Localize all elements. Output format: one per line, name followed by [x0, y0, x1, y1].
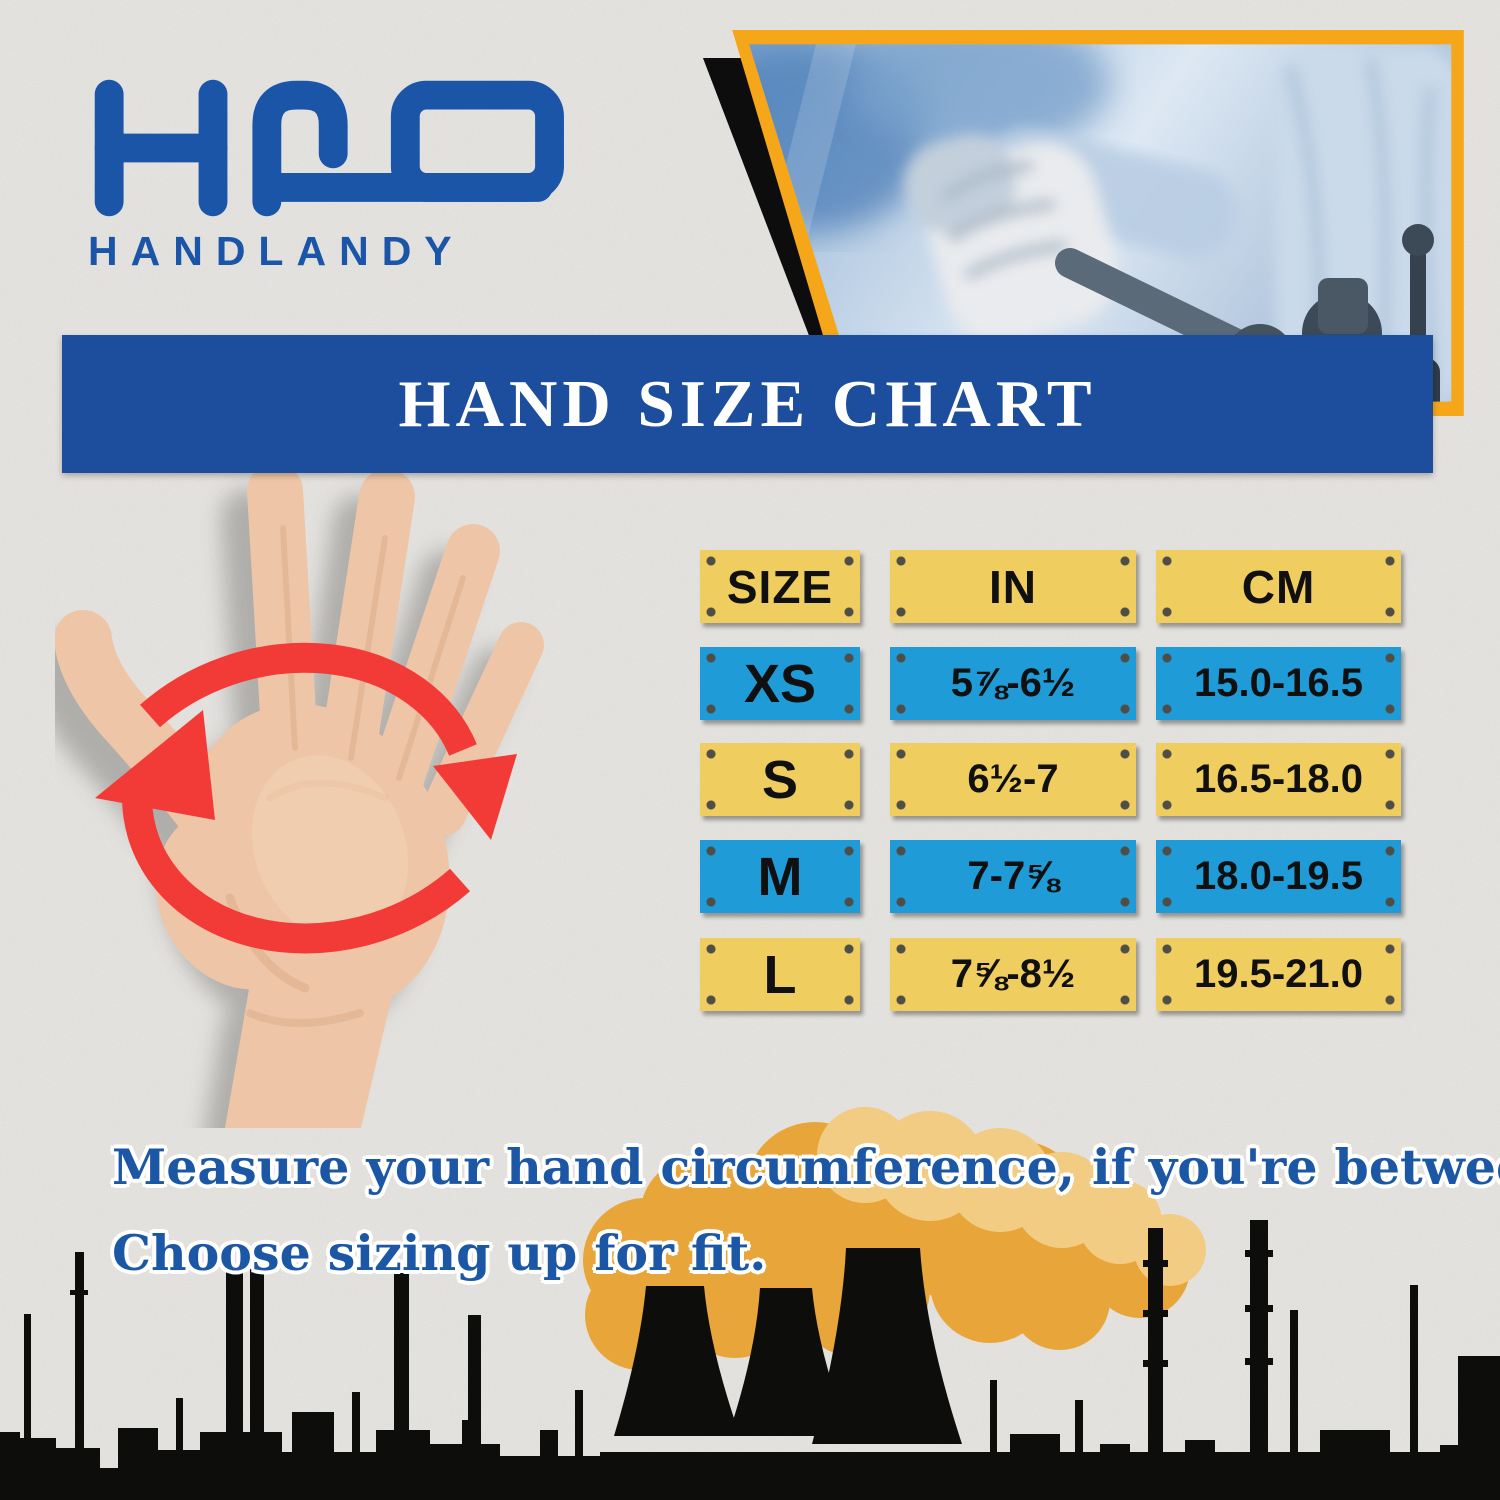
- brand-logo: HANDLANDY: [88, 78, 588, 275]
- table-row-m-cm: 18.0-19.5: [1156, 840, 1401, 913]
- size-table-header-in: IN: [890, 550, 1136, 623]
- table-row-l-in: 7⅝-8½: [890, 938, 1136, 1011]
- table-row-l-size: L: [700, 938, 860, 1011]
- hld-monogram-icon: [94, 79, 564, 217]
- table-row-xs-cm: 15.0-16.5: [1156, 647, 1401, 720]
- table-row-s-size: S: [700, 743, 860, 816]
- note-line-2: Choose sizing up for fit.: [112, 1224, 767, 1282]
- size-table-header-size: SIZE: [700, 550, 860, 623]
- size-table-header-cm: CM: [1156, 550, 1401, 623]
- table-row-l-cm: 19.5-21.0: [1156, 938, 1401, 1011]
- table-row-m-size: M: [700, 840, 860, 913]
- open-hand-illustration: [55, 468, 544, 1128]
- page-title: HAND SIZE CHART: [398, 366, 1097, 441]
- brand-name: HANDLANDY: [88, 228, 465, 274]
- table-row-m-in: 7-7⅝: [890, 840, 1136, 913]
- banner: HAND SIZE CHART: [62, 335, 1433, 473]
- note-line-1: Measure your hand circumference, if you'…: [112, 1138, 1500, 1196]
- table-row-xs-size: XS: [700, 647, 860, 720]
- table-row-xs-in: 5⅞-6½: [890, 647, 1136, 720]
- table-row-s-cm: 16.5-18.0: [1156, 743, 1401, 816]
- table-row-s-in: 6½-7: [890, 743, 1136, 816]
